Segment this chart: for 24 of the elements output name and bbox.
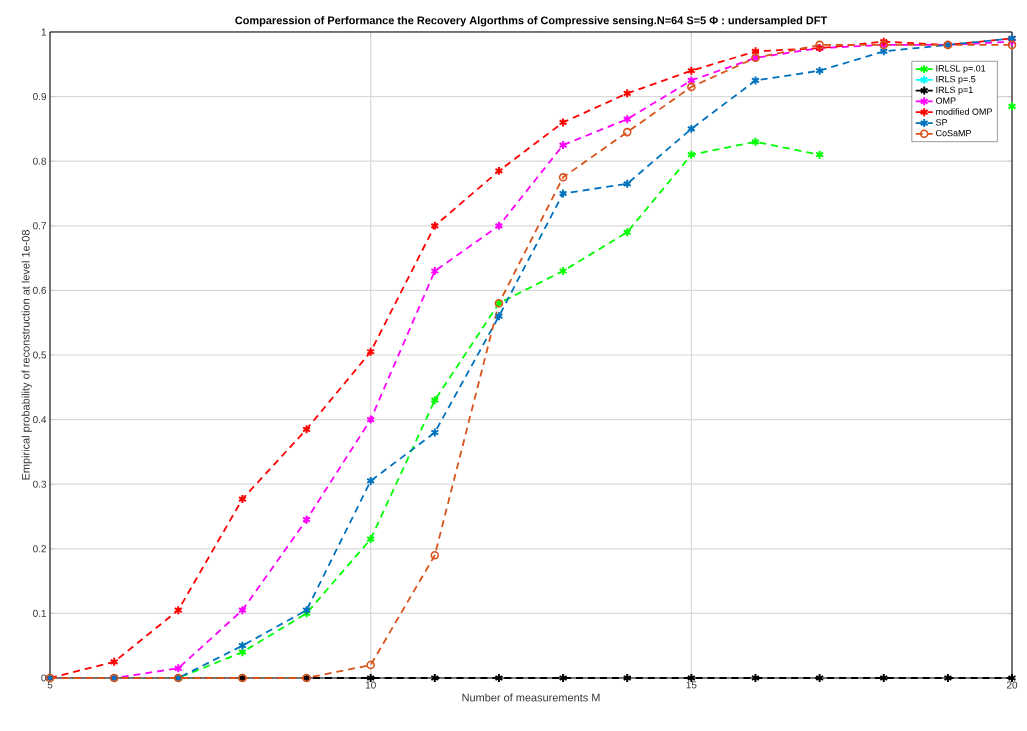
x-tick-label: 15 bbox=[686, 681, 697, 689]
y-axis-title: Empirical probability of reconstruction at level 1e-08 bbox=[21, 230, 32, 480]
y-tick-label: 0.8 bbox=[33, 157, 47, 165]
y-tick-label: 0.9 bbox=[33, 93, 47, 101]
x-tick-label: 10 bbox=[365, 681, 376, 689]
y-tick-label: 0.1 bbox=[33, 609, 47, 617]
legend-label: IRLS p=1 bbox=[936, 86, 973, 95]
y-tick-label: 1 bbox=[41, 28, 47, 36]
legend-label: modified OMP bbox=[936, 108, 992, 115]
y-tick-label: 0.5 bbox=[33, 351, 47, 359]
y-tick-label: 0.2 bbox=[33, 545, 46, 553]
legend-label: SP bbox=[936, 119, 948, 126]
legend-label: IRLS p=.5 bbox=[936, 75, 976, 85]
y-tick-label: 0.4 bbox=[33, 416, 47, 424]
legend-label: IRLSL p=.01 bbox=[936, 65, 986, 74]
y-tick-label: 0 bbox=[41, 674, 47, 682]
x-tick-label: 20 bbox=[1006, 681, 1018, 689]
y-tick-label: 0.7 bbox=[33, 222, 46, 230]
chart-title: Comparession of Performance the Recovery Algorthms of Compressive sensing.N=64 S=5 Φ : undersampled DFT bbox=[235, 16, 828, 27]
legend-label: CoSaMP bbox=[936, 129, 972, 137]
legend-label: OMP bbox=[936, 97, 956, 104]
x-axis-title: Number of measurements M bbox=[462, 693, 600, 702]
y-tick-label: 0.6 bbox=[33, 286, 47, 294]
y-tick-label: 0.3 bbox=[33, 480, 47, 488]
